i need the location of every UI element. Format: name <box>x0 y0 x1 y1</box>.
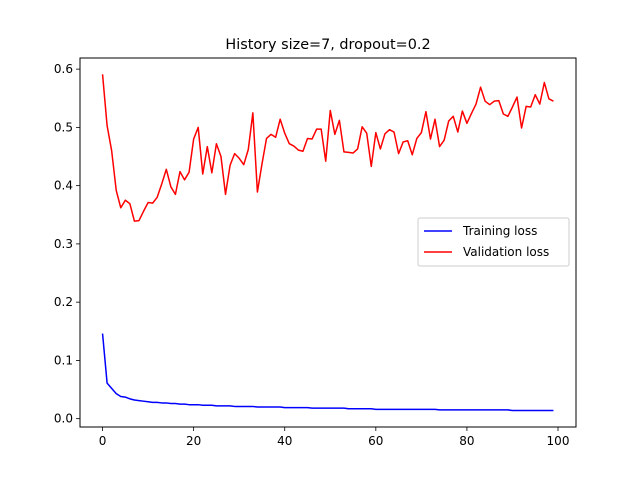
x-tick-label: 20 <box>186 434 201 448</box>
x-tick-label: 80 <box>459 434 474 448</box>
legend-label: Training loss <box>462 224 537 238</box>
plot-area <box>79 57 577 428</box>
y-tick-label: 0.5 <box>54 120 73 134</box>
series-line-validation-loss <box>101 74 554 222</box>
axes-frame <box>79 57 577 428</box>
chart-title: History size=7, dropout=0.2 <box>225 37 430 53</box>
y-tick-label: 0.4 <box>54 179 73 193</box>
y-tick-label: 0.2 <box>54 295 73 309</box>
y-tick-label: 0.3 <box>54 237 73 251</box>
x-tick-label: 100 <box>547 434 570 448</box>
y-tick-label: 0.1 <box>54 353 73 367</box>
y-axis: 0.0 0.1 0.2 0.3 0.4 0.5 0.6 <box>54 62 80 426</box>
x-tick-label: 40 <box>277 434 292 448</box>
y-tick-label: 0.0 <box>54 412 73 426</box>
legend-box <box>417 217 570 267</box>
y-tick-label: 0.6 <box>54 62 73 76</box>
x-tick-label: 0 <box>99 434 107 448</box>
x-tick-label: 60 <box>368 434 383 448</box>
legend: Training loss Validation loss <box>417 217 570 267</box>
series-layer <box>101 74 554 412</box>
legend-label: Validation loss <box>463 245 549 259</box>
x-axis: 0 20 40 60 80 100 <box>99 427 570 448</box>
series-line-training-loss <box>101 333 554 412</box>
